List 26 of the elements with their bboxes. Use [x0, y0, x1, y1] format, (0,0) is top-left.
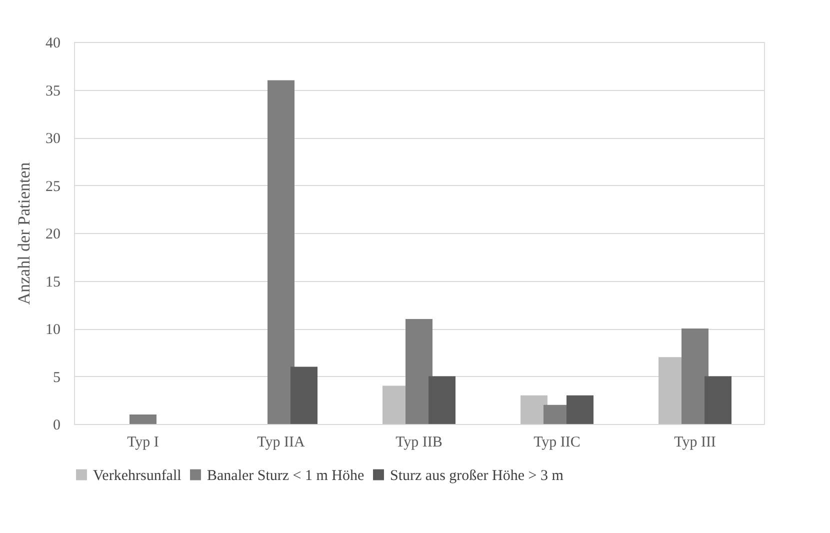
- y-tick-label: 20: [46, 226, 60, 242]
- x-tick-label: Typ III: [674, 434, 716, 450]
- bar: [268, 80, 294, 424]
- y-tick-label: 30: [46, 131, 60, 147]
- legend-label: Verkehrsunfall: [93, 468, 182, 484]
- bar: [566, 395, 594, 424]
- y-axis-title: Anzahl der Patienten: [14, 162, 34, 305]
- x-tick-label: Typ IIC: [534, 434, 580, 450]
- y-tick-label: 25: [46, 178, 60, 195]
- y-tick-label: 40: [46, 36, 60, 52]
- y-tick-label: 15: [46, 274, 60, 290]
- bar: [290, 366, 318, 424]
- bar: [428, 376, 456, 424]
- bar: [682, 328, 708, 424]
- y-tick-label: 0: [53, 418, 60, 434]
- bar: [406, 318, 432, 424]
- y-tick-label: 5: [53, 370, 60, 386]
- x-tick-label: Typ I: [127, 434, 159, 450]
- y-tick-label: 10: [46, 322, 60, 338]
- legend-label: Banaler Sturz < 1 m Höhe: [207, 468, 365, 484]
- y-tick-label: 35: [46, 83, 60, 100]
- x-tick-label: Typ IIA: [257, 434, 306, 450]
- legend-label: Sturz aus großer Höhe > 3 m: [390, 468, 564, 484]
- x-tick-label: Typ IIB: [396, 434, 442, 450]
- bar: [704, 376, 732, 424]
- bar: [130, 414, 156, 424]
